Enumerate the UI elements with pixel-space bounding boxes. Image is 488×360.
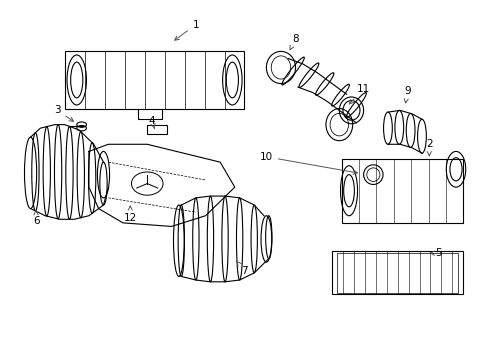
Bar (147, 125, 166, 134)
Text: 9: 9 (403, 86, 410, 103)
Text: 5: 5 (429, 248, 442, 258)
Text: 4: 4 (148, 116, 155, 129)
Text: 10: 10 (259, 152, 357, 174)
Bar (336, 253, 458, 293)
Text: 1: 1 (174, 19, 199, 40)
Text: 6: 6 (33, 210, 40, 226)
Bar (331, 251, 462, 294)
Text: 8: 8 (289, 34, 298, 50)
Text: 7: 7 (236, 261, 247, 276)
Text: 2: 2 (425, 139, 432, 156)
Text: 3: 3 (54, 105, 73, 121)
Text: 11: 11 (348, 84, 369, 104)
Bar (341, 158, 462, 223)
Bar (64, 51, 244, 109)
Text: 12: 12 (123, 206, 137, 222)
